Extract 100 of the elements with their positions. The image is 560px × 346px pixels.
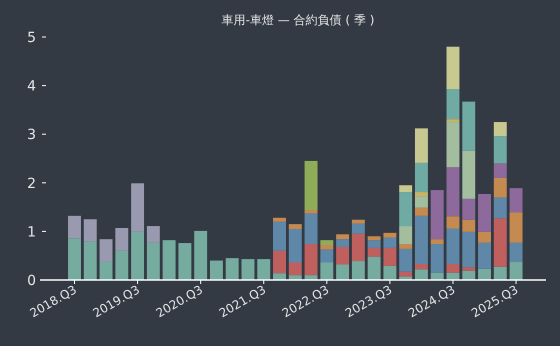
bar: [399, 272, 412, 277]
bar: [242, 259, 254, 280]
bar: [383, 248, 396, 266]
bar: [414, 264, 428, 270]
bar: [288, 228, 302, 263]
bar: [352, 224, 365, 234]
bar: [446, 122, 460, 168]
bar: [288, 224, 302, 229]
bar: [68, 238, 81, 280]
bar: [226, 258, 239, 280]
bar: [510, 242, 523, 262]
bar: [304, 275, 318, 280]
bar: [115, 250, 128, 280]
bar: [446, 228, 460, 264]
bar: [304, 210, 318, 214]
bar: [194, 230, 208, 280]
bar: [131, 183, 144, 232]
bar: [462, 220, 476, 232]
bar: [414, 196, 428, 208]
bar: [352, 220, 365, 224]
y-tick-label: 3: [27, 127, 36, 144]
bar: [383, 232, 396, 238]
bar: [368, 236, 381, 240]
bar: [320, 262, 334, 280]
chart-title: 車用-車燈 — 合約負債 ( 季 ): [222, 13, 374, 27]
y-tick-label: 4: [27, 78, 36, 95]
bar: [368, 248, 381, 257]
bar: [383, 238, 396, 248]
y-tick-label: 0: [27, 273, 36, 289]
bar: [494, 266, 507, 280]
bar: [131, 232, 144, 280]
bar: [462, 150, 476, 199]
bar: [478, 194, 491, 232]
bar: [494, 136, 507, 164]
bar: [100, 262, 113, 280]
bar: [414, 208, 428, 216]
bar: [494, 122, 507, 136]
bar: [336, 264, 350, 280]
bar: [462, 198, 476, 220]
bar: [304, 244, 318, 276]
bar: [383, 266, 396, 280]
bar: [399, 226, 412, 244]
bar: [320, 245, 334, 250]
bar: [352, 234, 365, 262]
bar: [414, 128, 428, 163]
bar: [446, 167, 460, 216]
y-tick-label: 5: [27, 30, 36, 46]
bar: [494, 178, 507, 198]
bar: [146, 242, 160, 280]
bar: [100, 239, 113, 262]
bar: [84, 242, 97, 280]
bar: [510, 262, 523, 280]
bar: [446, 119, 460, 122]
bar: [288, 275, 302, 280]
bar: [352, 261, 365, 280]
bar: [478, 242, 491, 269]
bar: [414, 216, 428, 264]
bar: [368, 256, 381, 280]
bar: [446, 89, 460, 120]
bar: [304, 213, 318, 244]
y-tick-label: 2: [27, 176, 36, 192]
bar: [462, 232, 476, 268]
bar: [399, 185, 412, 192]
bar: [494, 218, 507, 267]
bar: [68, 216, 81, 238]
bar: [494, 163, 507, 178]
bar: [257, 259, 270, 280]
bar: [162, 240, 176, 280]
bar: [399, 192, 412, 226]
bar: [320, 240, 334, 246]
bar: [414, 162, 428, 192]
bar: [430, 244, 444, 273]
bar: [368, 240, 381, 248]
bar: [320, 249, 334, 263]
bar: [210, 260, 223, 280]
bar: [414, 269, 428, 280]
bar: [510, 212, 523, 243]
bar: [462, 102, 476, 151]
bar: [273, 218, 286, 222]
bar: [446, 264, 460, 273]
bar: [115, 228, 128, 251]
bar: [462, 267, 476, 271]
bar: [304, 160, 318, 210]
bar: [336, 246, 350, 264]
bar: [146, 226, 160, 243]
bar: [478, 268, 491, 280]
bar: [510, 188, 523, 212]
bar: [446, 46, 460, 89]
bar: [430, 272, 444, 280]
bar: [399, 244, 412, 249]
bar: [478, 232, 491, 243]
bar: [336, 239, 350, 247]
bar: [414, 192, 428, 196]
bar: [430, 190, 444, 240]
bar: [288, 262, 302, 276]
bar: [446, 272, 460, 280]
bar: [336, 234, 350, 240]
bar: [494, 197, 507, 218]
bar: [273, 222, 286, 251]
bar: [273, 273, 286, 280]
